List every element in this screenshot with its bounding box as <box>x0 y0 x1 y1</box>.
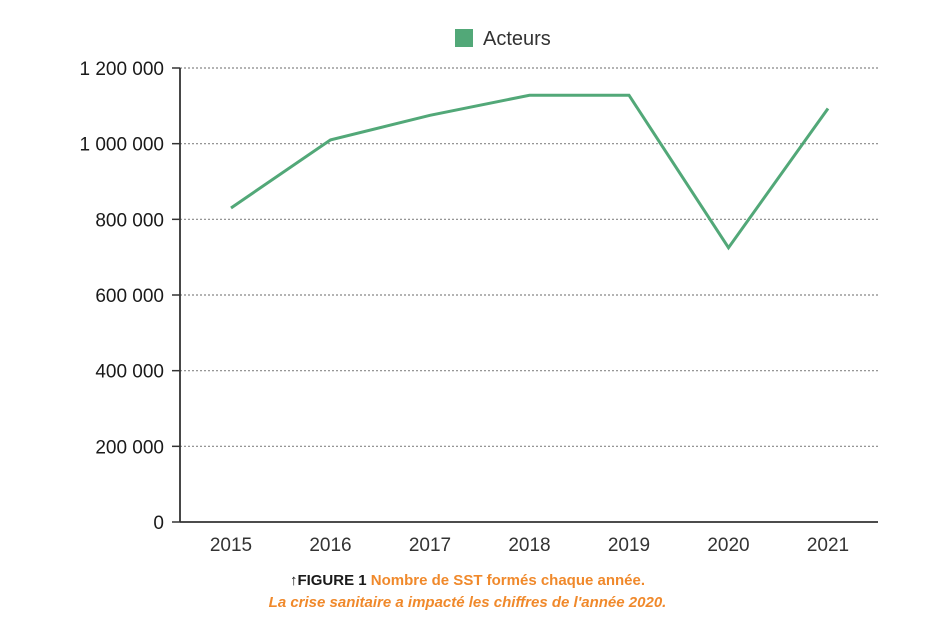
legend-label: Acteurs <box>483 28 551 50</box>
x-tick-label: 2016 <box>309 535 351 556</box>
x-tick-label: 2019 <box>608 535 650 556</box>
x-tick-label: 2020 <box>707 535 749 556</box>
y-tick-label: 1 200 000 <box>79 59 164 80</box>
x-tick-label: 2021 <box>807 535 849 556</box>
figure-caption: ↑FIGURE 1 Nombre de SST formés chaque an… <box>0 572 935 589</box>
x-tick-label: 2017 <box>409 535 451 556</box>
y-tick-label: 800 000 <box>95 210 164 231</box>
figure-subtitle-row: La crise sanitaire a impacté les chiffre… <box>0 594 935 611</box>
y-tick-label: 0 <box>153 513 164 534</box>
line-chart: 0 200 000 400 000 600 000 800 000 1 000 000 1 … <box>79 28 878 556</box>
x-tick-label: 2018 <box>508 535 550 556</box>
y-tick-label: 200 000 <box>95 437 164 458</box>
y-tick-label: 1 000 000 <box>79 135 164 156</box>
figure-subtitle: La crise sanitaire a impacté les chiffre… <box>268 594 667 611</box>
y-tick-label: 400 000 <box>95 362 164 383</box>
y-tick-label: 600 000 <box>95 286 164 307</box>
legend-swatch <box>455 29 473 47</box>
figure-label: ↑FIGURE 1 <box>289 572 367 589</box>
figure-title: Nombre de SST formés chaque année. <box>370 572 646 589</box>
x-tick-label: 2015 <box>210 535 252 556</box>
series-line <box>230 93 830 251</box>
